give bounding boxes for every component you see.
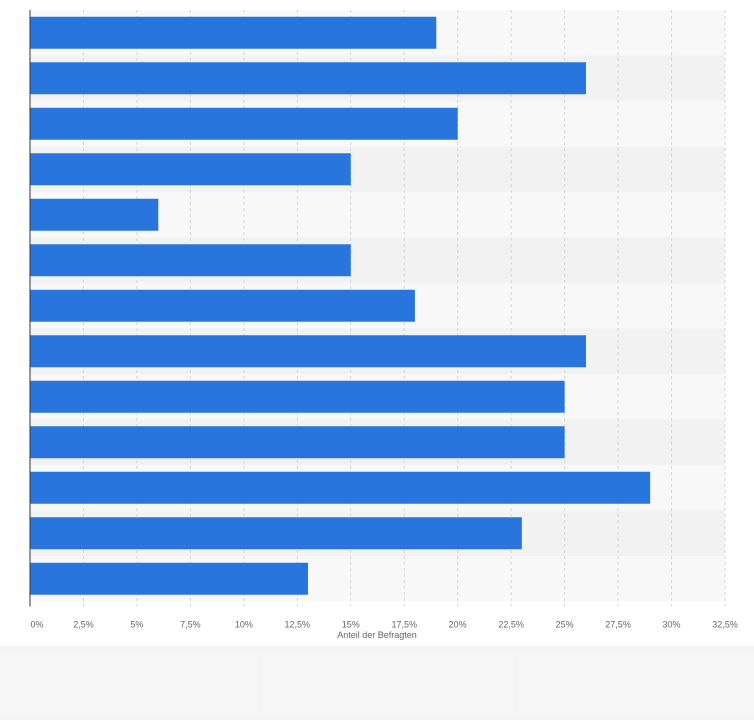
bar [30, 562, 308, 595]
bar-chart: 0% 2,5% 5% 7,5% 10% 12,5% 15% 17,5% 20% 22,5% 25% 2… [29, 10, 738, 640]
x-tick-label: 5% [130, 620, 143, 630]
x-axis-label: Anteil der Befragten [337, 630, 417, 640]
chart-card: 0% 2,5% 5% 7,5% 10% 12,5% 15% 17,5% 20% 22,5% 25% 2… [0, 0, 754, 646]
bar [30, 244, 351, 277]
x-tick-label: 32,5% [712, 620, 738, 630]
bar [30, 517, 522, 550]
bar [30, 107, 458, 140]
bar [30, 426, 565, 459]
x-tick-label: 30% [663, 620, 681, 630]
x-tick-label: 15% [342, 620, 360, 630]
x-tick-label: 17,5% [391, 620, 417, 630]
x-tick-label: 22,5% [498, 620, 524, 630]
x-tick-label: 2,5% [73, 620, 94, 630]
bar [30, 335, 586, 368]
x-tick-label: 10% [235, 620, 253, 630]
x-tick-label: 27,5% [605, 620, 631, 630]
x-tick-label: 25% [556, 620, 574, 630]
bar [30, 471, 651, 504]
bar [30, 153, 351, 186]
bar [30, 16, 437, 49]
bar [30, 198, 159, 231]
bar [30, 289, 415, 322]
x-tick-labels: 0% 2,5% 5% 7,5% 10% 12,5% 15% 17,5% 20% 22,5% 25% 2… [30, 620, 737, 630]
x-tick-label: 12,5% [285, 620, 311, 630]
x-tick-label: 20% [449, 620, 467, 630]
bars [30, 16, 651, 595]
footer-panel-left [0, 652, 258, 716]
bar [30, 380, 565, 413]
x-tick-label: 0% [30, 620, 43, 630]
footer-panel-middle [261, 652, 515, 716]
bar [30, 62, 586, 95]
x-tick-label: 7,5% [180, 620, 201, 630]
footer-panel-right [518, 652, 754, 716]
footer-area [0, 646, 754, 720]
